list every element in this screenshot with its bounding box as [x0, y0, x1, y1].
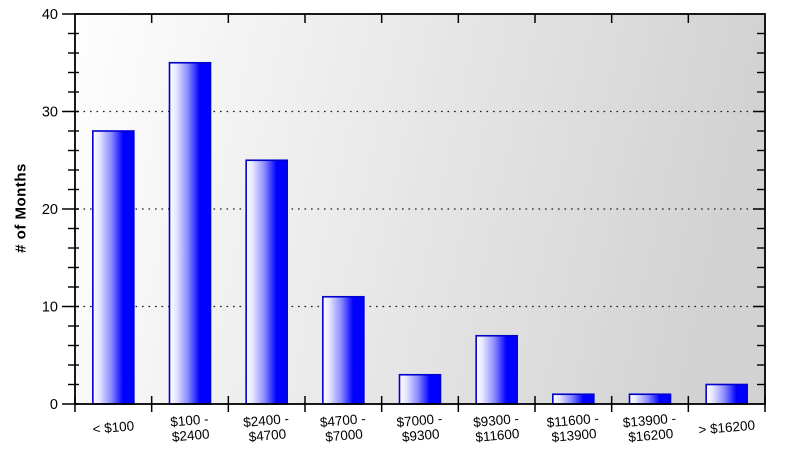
- y-tick-label: 30: [42, 105, 58, 121]
- x-tick-label: < $100: [92, 418, 135, 437]
- bar: [552, 393, 595, 405]
- bar: [168, 61, 212, 405]
- x-tick-label: $4700 -$7000: [319, 411, 367, 445]
- bar: [245, 159, 288, 405]
- x-tick-label: $9300 -$11600: [473, 411, 521, 445]
- x-tick-label: $100 -$2400: [170, 411, 211, 444]
- x-tick-label: $7000 -$9300: [396, 411, 444, 445]
- bar: [398, 373, 442, 405]
- y-tick-label: 0: [50, 397, 58, 413]
- y-tick-label: 10: [42, 300, 58, 316]
- bar: [628, 393, 672, 405]
- bar: [92, 130, 135, 405]
- bar: [705, 383, 748, 405]
- x-tick-label: $13900 -$16200: [622, 411, 678, 446]
- y-axis-title: # of Months: [12, 163, 30, 253]
- x-tick-label: > $16200: [698, 418, 756, 438]
- y-tick-label: 40: [42, 7, 58, 23]
- bar: [322, 295, 365, 405]
- x-tick-label: $11600 -$13900: [546, 411, 601, 445]
- y-tick-label: 20: [42, 202, 58, 218]
- x-tick-label: $2400 -$4700: [243, 411, 291, 445]
- bar: [475, 334, 518, 405]
